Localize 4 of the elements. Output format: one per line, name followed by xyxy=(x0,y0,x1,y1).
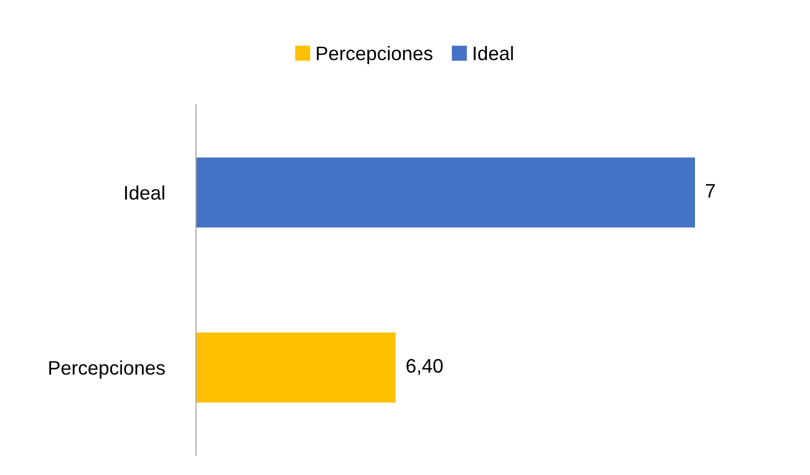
data-label: 6,40 xyxy=(406,358,443,376)
legend-label: Percepciones xyxy=(316,46,432,64)
data-label: 7 xyxy=(706,184,715,198)
legend-label: Ideal xyxy=(474,46,513,60)
